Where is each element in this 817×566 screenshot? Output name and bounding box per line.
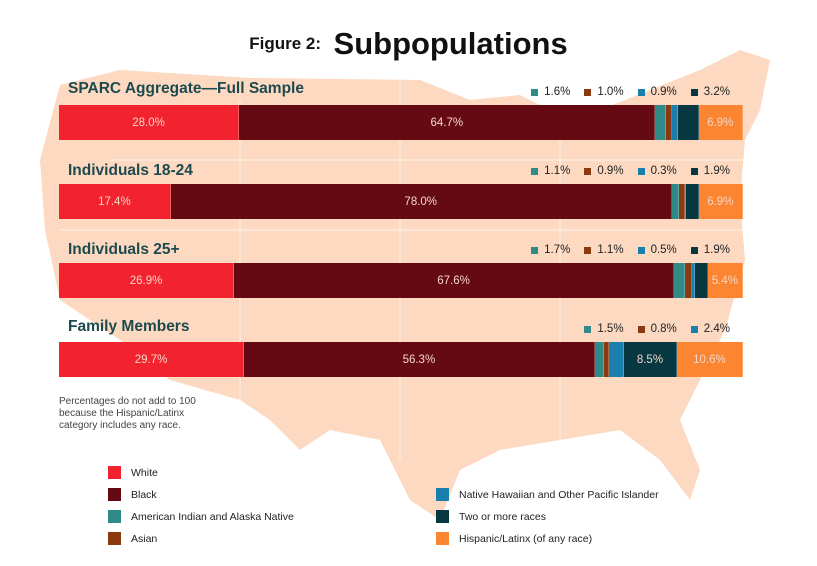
legend-swatch	[690, 167, 698, 175]
legend-item: Asian	[108, 532, 157, 545]
legend-item: Two or more races	[436, 510, 546, 523]
stacked-bar: 28.0% 64.7% 6.9%	[59, 105, 743, 140]
small-values-legend: 1.6% 1.0% 0.9% 3.2%	[531, 86, 730, 98]
legend-item: White	[108, 466, 158, 479]
bar-segment: 5.4%	[707, 263, 743, 298]
bar-segment	[594, 342, 605, 377]
small-values-legend: 1.7% 1.1% 0.5% 1.9%	[531, 244, 730, 256]
legend-swatch	[531, 88, 539, 96]
legend-swatch	[690, 88, 698, 96]
legend-item: American Indian and Alaska Native	[108, 510, 294, 523]
legend-swatch	[436, 488, 449, 501]
legend-swatch	[690, 246, 698, 254]
legend-swatch	[584, 246, 592, 254]
small-values-legend: 1.5% 0.8% 2.4%	[584, 323, 730, 335]
bar-segment	[692, 263, 696, 298]
legend-item: Black	[108, 488, 157, 501]
legend-swatch	[637, 325, 645, 333]
data-label: 1.1%	[531, 165, 570, 177]
row-label: SPARC Aggregate—Full Sample	[68, 80, 304, 97]
legend-label: Asian	[131, 532, 158, 545]
legend-swatch	[436, 532, 449, 545]
row-label: Individuals 18-24	[68, 162, 193, 179]
data-label: 0.5%	[637, 244, 677, 256]
data-label: 1.1%	[584, 244, 624, 256]
data-label: 0.3%	[637, 165, 677, 177]
bar-segment	[665, 105, 673, 140]
legend-item: Hispanic/Latinx (of any race)	[436, 532, 592, 545]
legend-item: Native Hawaiian and Other Pacific Island…	[436, 488, 659, 501]
bar-segment	[672, 105, 678, 140]
bar-segment: 26.9%	[59, 263, 235, 298]
legend-swatch	[637, 88, 645, 96]
data-label: 1.6%	[531, 86, 570, 98]
legend-swatch	[584, 88, 592, 96]
legend-swatch	[637, 246, 645, 254]
bar-segment	[684, 184, 687, 219]
legend-label: Two or more races	[459, 510, 546, 523]
legend-swatch	[108, 510, 121, 523]
data-label: 0.8%	[637, 323, 677, 335]
legend-swatch	[637, 167, 645, 175]
bar-segment: 6.9%	[698, 105, 743, 140]
bar-segment	[604, 342, 610, 377]
footnote: Percentages do not add to 100 because th…	[59, 396, 196, 431]
bar-segment: 10.6%	[676, 342, 743, 377]
bar-segment	[686, 184, 699, 219]
bar-segment: 29.7%	[59, 342, 245, 377]
row-label: Family Members	[68, 318, 190, 335]
legend-label: American Indian and Alaska Native	[131, 510, 294, 523]
bar-segment	[685, 263, 693, 298]
legend-swatch	[584, 325, 592, 333]
legend-label: Black	[131, 488, 157, 501]
stacked-bar: 26.9% 67.6% 5.4%	[59, 263, 743, 298]
legend-label: Hispanic/Latinx (of any race)	[459, 532, 593, 545]
legend-swatch	[531, 167, 539, 175]
figure-number: Figure 2:	[249, 34, 322, 53]
legend-label: White	[131, 466, 158, 479]
data-label: 3.2%	[690, 86, 730, 98]
bar-segment	[677, 105, 699, 140]
bar-segment	[609, 342, 624, 377]
stacked-bar: 17.4% 78.0% 6.9%	[59, 184, 743, 219]
legend-swatch	[584, 167, 592, 175]
bar-segment	[671, 184, 679, 219]
legend-swatch	[108, 466, 121, 479]
data-label: 1.5%	[584, 323, 624, 335]
data-label: 1.7%	[531, 244, 570, 256]
data-label: 1.0%	[584, 86, 624, 98]
bar-segment: 56.3%	[244, 342, 595, 377]
stacked-bar: 29.7% 56.3% 8.5% 10.6%	[59, 342, 743, 377]
legend-swatch	[690, 325, 698, 333]
legend-swatch	[108, 488, 121, 501]
legend-swatch	[108, 532, 121, 545]
row-label: Individuals 25+	[68, 241, 180, 258]
data-label: 2.4%	[690, 323, 730, 335]
data-label: 1.9%	[690, 244, 730, 256]
legend-swatch	[436, 510, 449, 523]
legend-label: Native Hawaiian and Other Pacific Island…	[459, 488, 659, 501]
data-label: 0.9%	[584, 165, 624, 177]
data-label: 0.9%	[637, 86, 677, 98]
bar-segment	[695, 263, 708, 298]
bar-segment	[674, 263, 686, 298]
legend-swatch	[531, 246, 539, 254]
bar-segment	[678, 184, 685, 219]
data-label: 1.9%	[690, 165, 730, 177]
bar-segment	[655, 105, 666, 140]
bar-segment: 6.9%	[698, 184, 743, 219]
bar-segment: 28.0%	[59, 105, 240, 140]
bar-segment: 8.5%	[623, 342, 677, 377]
small-values-legend: 1.1% 0.9% 0.3% 1.9%	[531, 165, 730, 177]
title-text: Subpopulations	[333, 26, 568, 61]
bar-segment: 17.4%	[59, 184, 171, 219]
bar-segment: 67.6%	[234, 263, 674, 298]
bar-segment: 64.7%	[239, 105, 656, 140]
bar-segment: 78.0%	[170, 184, 672, 219]
chart-title: Figure 2: Subpopulations	[0, 26, 817, 62]
